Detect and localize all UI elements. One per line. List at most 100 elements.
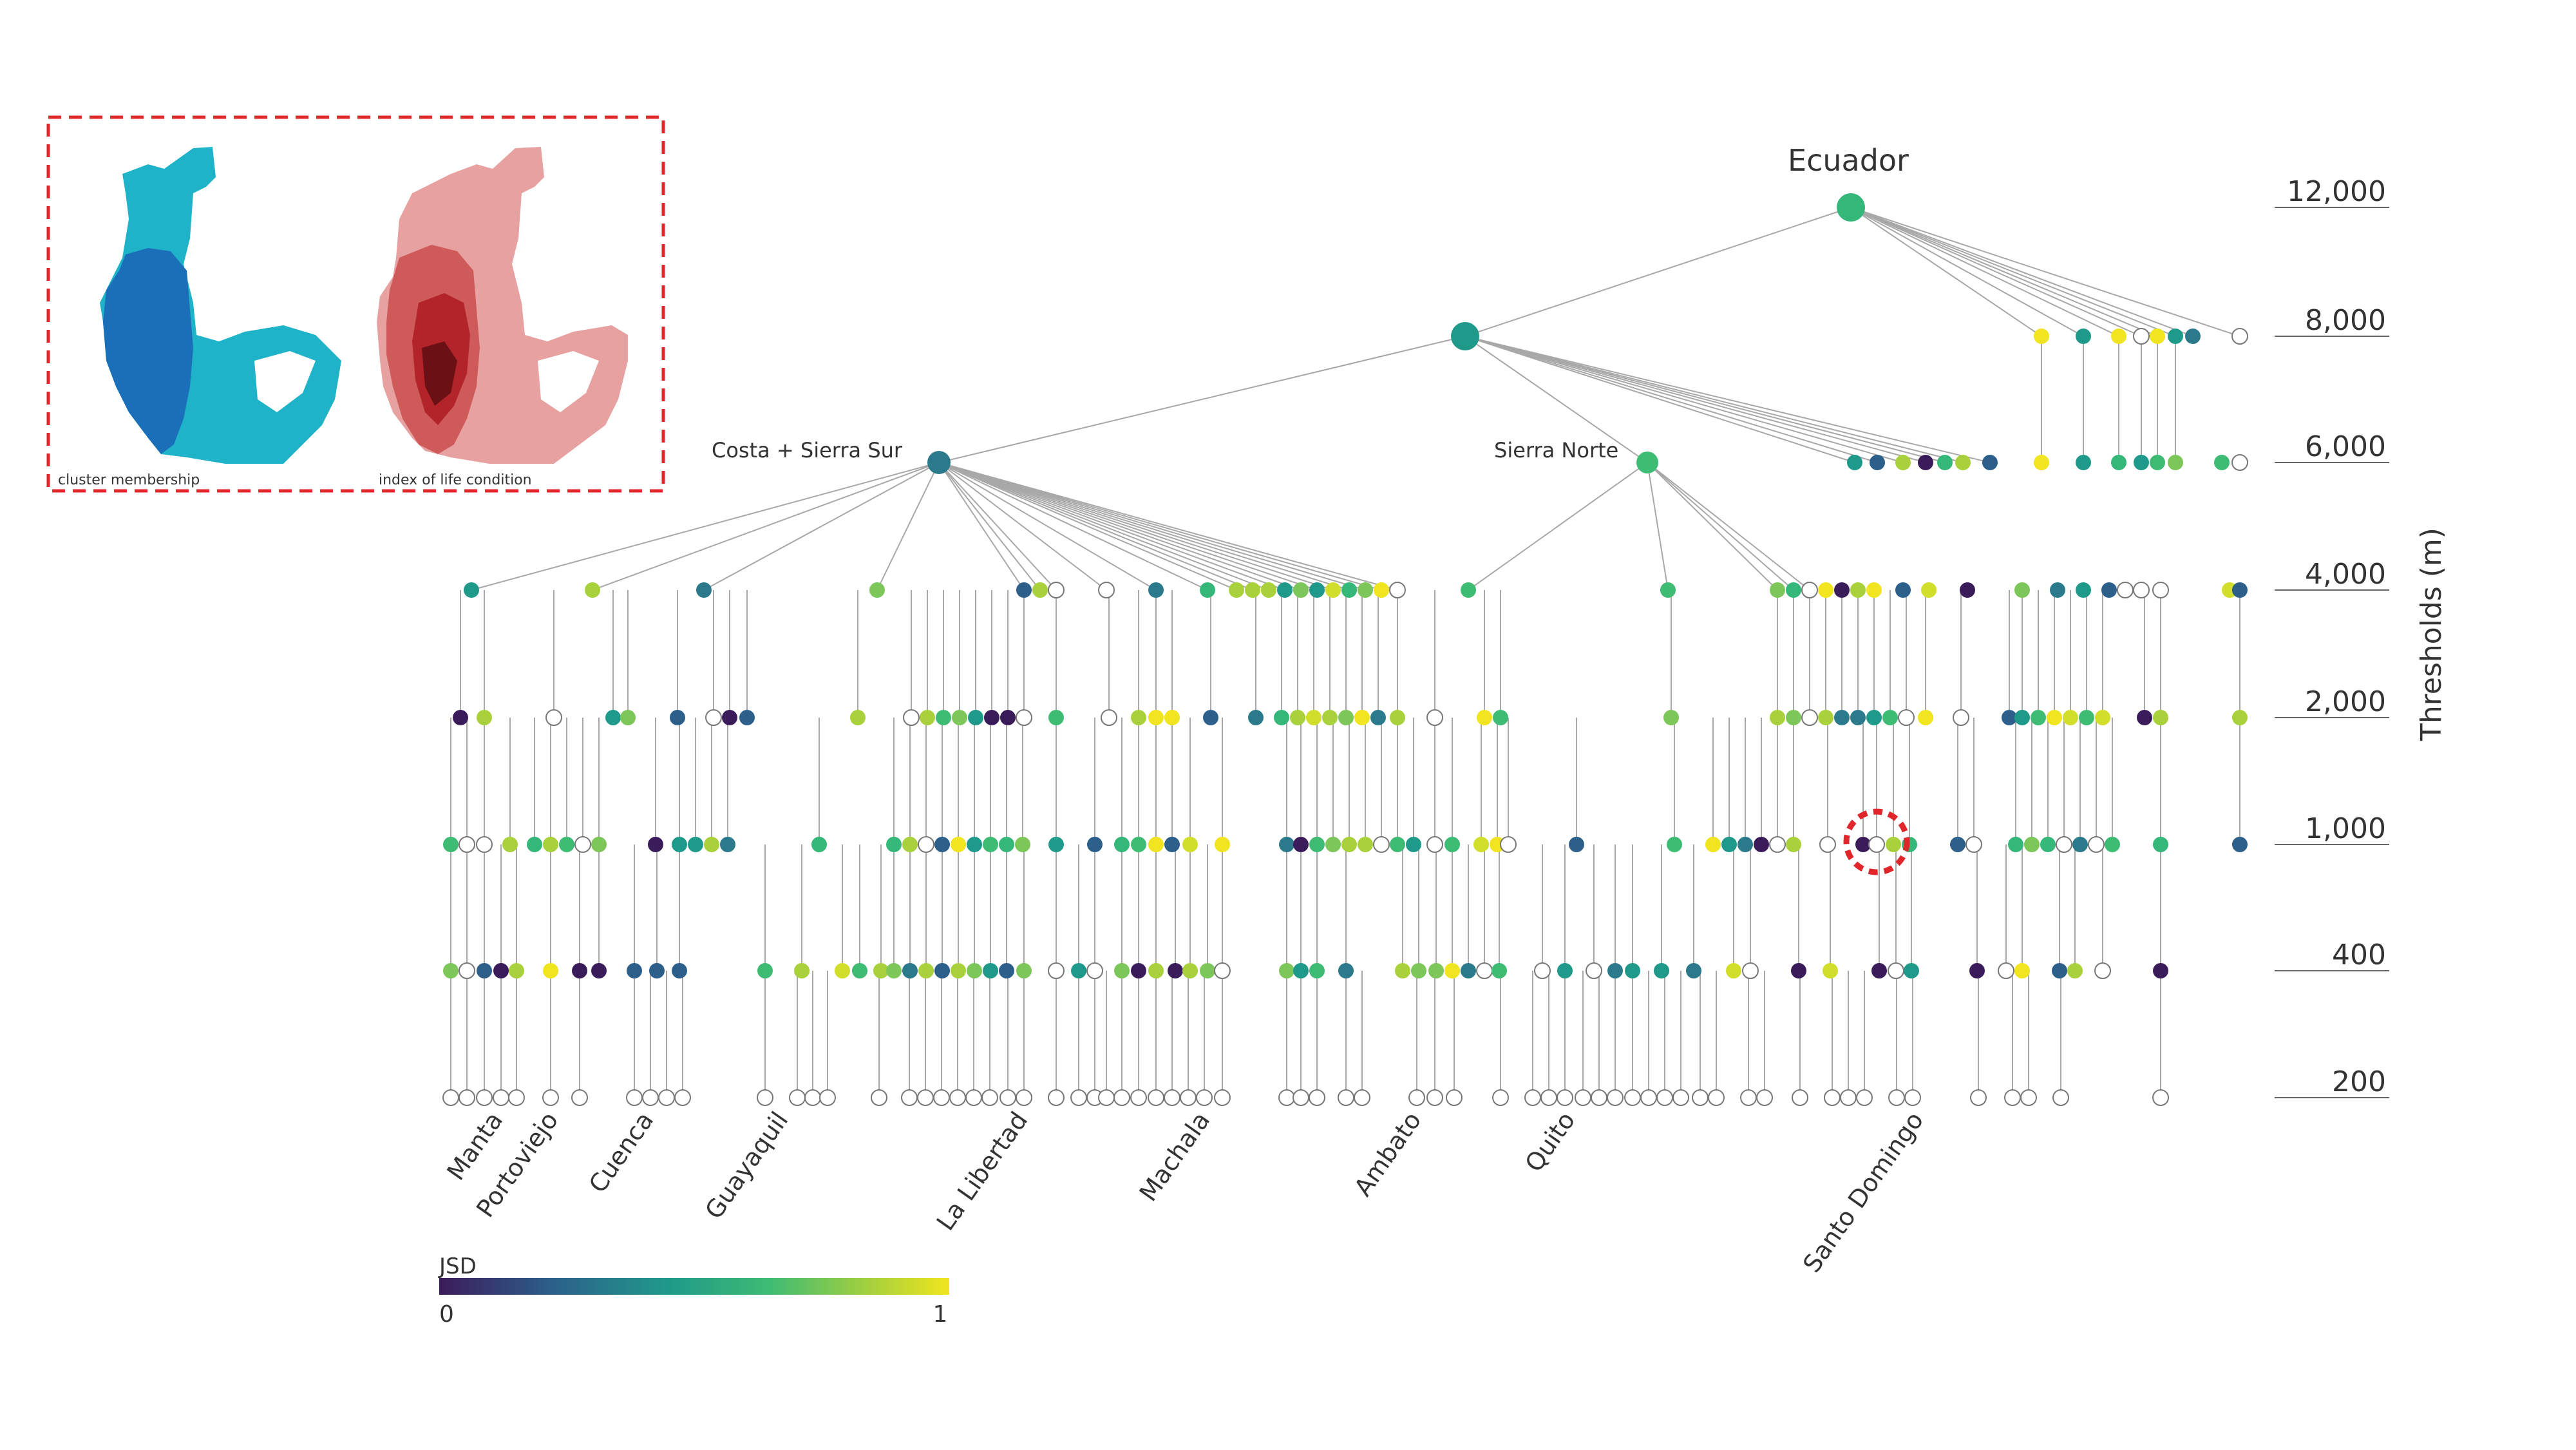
tree-node bbox=[1309, 837, 1325, 852]
city-label-guayaquil: Guayaquil bbox=[699, 1107, 793, 1224]
tree-node bbox=[1354, 1089, 1370, 1106]
tree-node bbox=[2014, 582, 2030, 598]
tree-node bbox=[1370, 710, 1386, 725]
inset-left-caption: cluster membership bbox=[58, 472, 200, 488]
tree-node bbox=[1070, 1089, 1087, 1106]
tree-node bbox=[965, 1089, 982, 1106]
tree-node bbox=[1569, 837, 1584, 852]
tree-node bbox=[1373, 836, 1390, 853]
legend-max: 1 bbox=[933, 1301, 948, 1328]
tree-node bbox=[1016, 963, 1032, 978]
tree-node bbox=[459, 1089, 475, 1106]
tree-node bbox=[951, 963, 966, 978]
tree-node bbox=[1660, 582, 1676, 598]
tree-node bbox=[1656, 1089, 1673, 1106]
tree-node bbox=[2034, 455, 2049, 470]
tree-node bbox=[649, 963, 665, 978]
jsd-legend: JSD 0 1 bbox=[438, 1254, 949, 1328]
tree-node bbox=[1015, 837, 1030, 852]
tree-node bbox=[1406, 837, 1421, 852]
tree-node bbox=[2014, 710, 2030, 725]
tree-node bbox=[1293, 963, 1309, 978]
tree-node bbox=[1473, 837, 1489, 852]
tree-node bbox=[1476, 962, 1493, 979]
tree-node bbox=[1866, 710, 1882, 725]
tree-node bbox=[2014, 963, 2030, 978]
tree-node bbox=[1866, 582, 1882, 598]
tree-node bbox=[1870, 455, 1885, 470]
tree-node bbox=[1428, 963, 1444, 978]
tree-node bbox=[757, 963, 773, 978]
tree-node bbox=[1955, 455, 1971, 470]
tree-node bbox=[1101, 709, 1117, 726]
tree-node bbox=[2052, 963, 2067, 978]
tree-node bbox=[852, 963, 867, 978]
tree-node bbox=[1823, 963, 1838, 978]
tree-node bbox=[1098, 582, 1115, 598]
tree-node bbox=[1164, 1089, 1180, 1106]
tree-node bbox=[949, 1089, 966, 1106]
tree-node bbox=[2232, 582, 2248, 598]
tree-node bbox=[1998, 962, 2014, 979]
tree-node bbox=[2153, 837, 2168, 852]
tree-node bbox=[1444, 963, 1460, 978]
tree-node bbox=[1886, 837, 1901, 852]
tree-node bbox=[869, 582, 885, 598]
tree-node bbox=[1279, 963, 1294, 978]
tree-node bbox=[1426, 836, 1443, 853]
tree-node bbox=[1953, 709, 1969, 726]
tree-node bbox=[1446, 1089, 1463, 1106]
tree-node bbox=[739, 710, 755, 725]
tree-node bbox=[835, 963, 850, 978]
tree-node bbox=[1882, 710, 1898, 725]
tree-node bbox=[951, 837, 966, 852]
tree-node bbox=[2047, 710, 2062, 725]
tree-node bbox=[1534, 962, 1551, 979]
tree-node bbox=[1950, 837, 1965, 852]
tree-node bbox=[1098, 1089, 1115, 1106]
tree-node bbox=[999, 837, 1014, 852]
tree-node bbox=[720, 837, 735, 852]
tree-node bbox=[927, 451, 951, 474]
tree-node bbox=[1575, 1089, 1591, 1106]
tree-node bbox=[1114, 837, 1130, 852]
tree-node bbox=[2076, 455, 2091, 470]
tree-node bbox=[2133, 328, 2150, 345]
tree-node bbox=[1868, 836, 1885, 853]
tree-node bbox=[1354, 710, 1370, 725]
tree-node bbox=[1840, 1089, 1857, 1106]
tree-node bbox=[2034, 329, 2049, 344]
tree-node bbox=[1918, 455, 1933, 470]
tree-node bbox=[543, 963, 558, 978]
tree-node bbox=[2079, 710, 2094, 725]
tree-node bbox=[2231, 328, 2248, 345]
tree-node bbox=[2117, 582, 2134, 598]
tree-node bbox=[1904, 1089, 1921, 1106]
tree-node bbox=[1850, 582, 1866, 598]
tree-node bbox=[2134, 455, 2149, 470]
tree-node bbox=[2111, 329, 2126, 344]
tree-node bbox=[2232, 837, 2248, 852]
tree-node bbox=[722, 710, 737, 725]
tree-node bbox=[1524, 1089, 1541, 1106]
tree-node bbox=[1591, 1089, 1607, 1106]
tree-node bbox=[1164, 837, 1180, 852]
tree-node bbox=[2168, 329, 2183, 344]
axis-level-1000: 1,000 bbox=[2305, 812, 2386, 845]
threshold-axis: 12,000 8,000 6,000 4,000 2,000 1,000 400… bbox=[2275, 175, 2448, 1098]
tree-node bbox=[1411, 963, 1426, 978]
tree-node bbox=[2133, 582, 2150, 598]
tree-node bbox=[1087, 837, 1103, 852]
tree-node bbox=[1895, 455, 1911, 470]
tree-node bbox=[1182, 963, 1198, 978]
tree-node bbox=[1148, 710, 1164, 725]
tree-node bbox=[1672, 1089, 1689, 1106]
tree-node bbox=[1625, 963, 1640, 978]
tree-node bbox=[1148, 582, 1164, 598]
tree-node bbox=[1692, 1089, 1709, 1106]
axis-level-2000: 2,000 bbox=[2305, 685, 2386, 718]
tree-node bbox=[574, 836, 591, 853]
tree-node bbox=[981, 1089, 998, 1106]
tree-node bbox=[2050, 582, 2065, 598]
